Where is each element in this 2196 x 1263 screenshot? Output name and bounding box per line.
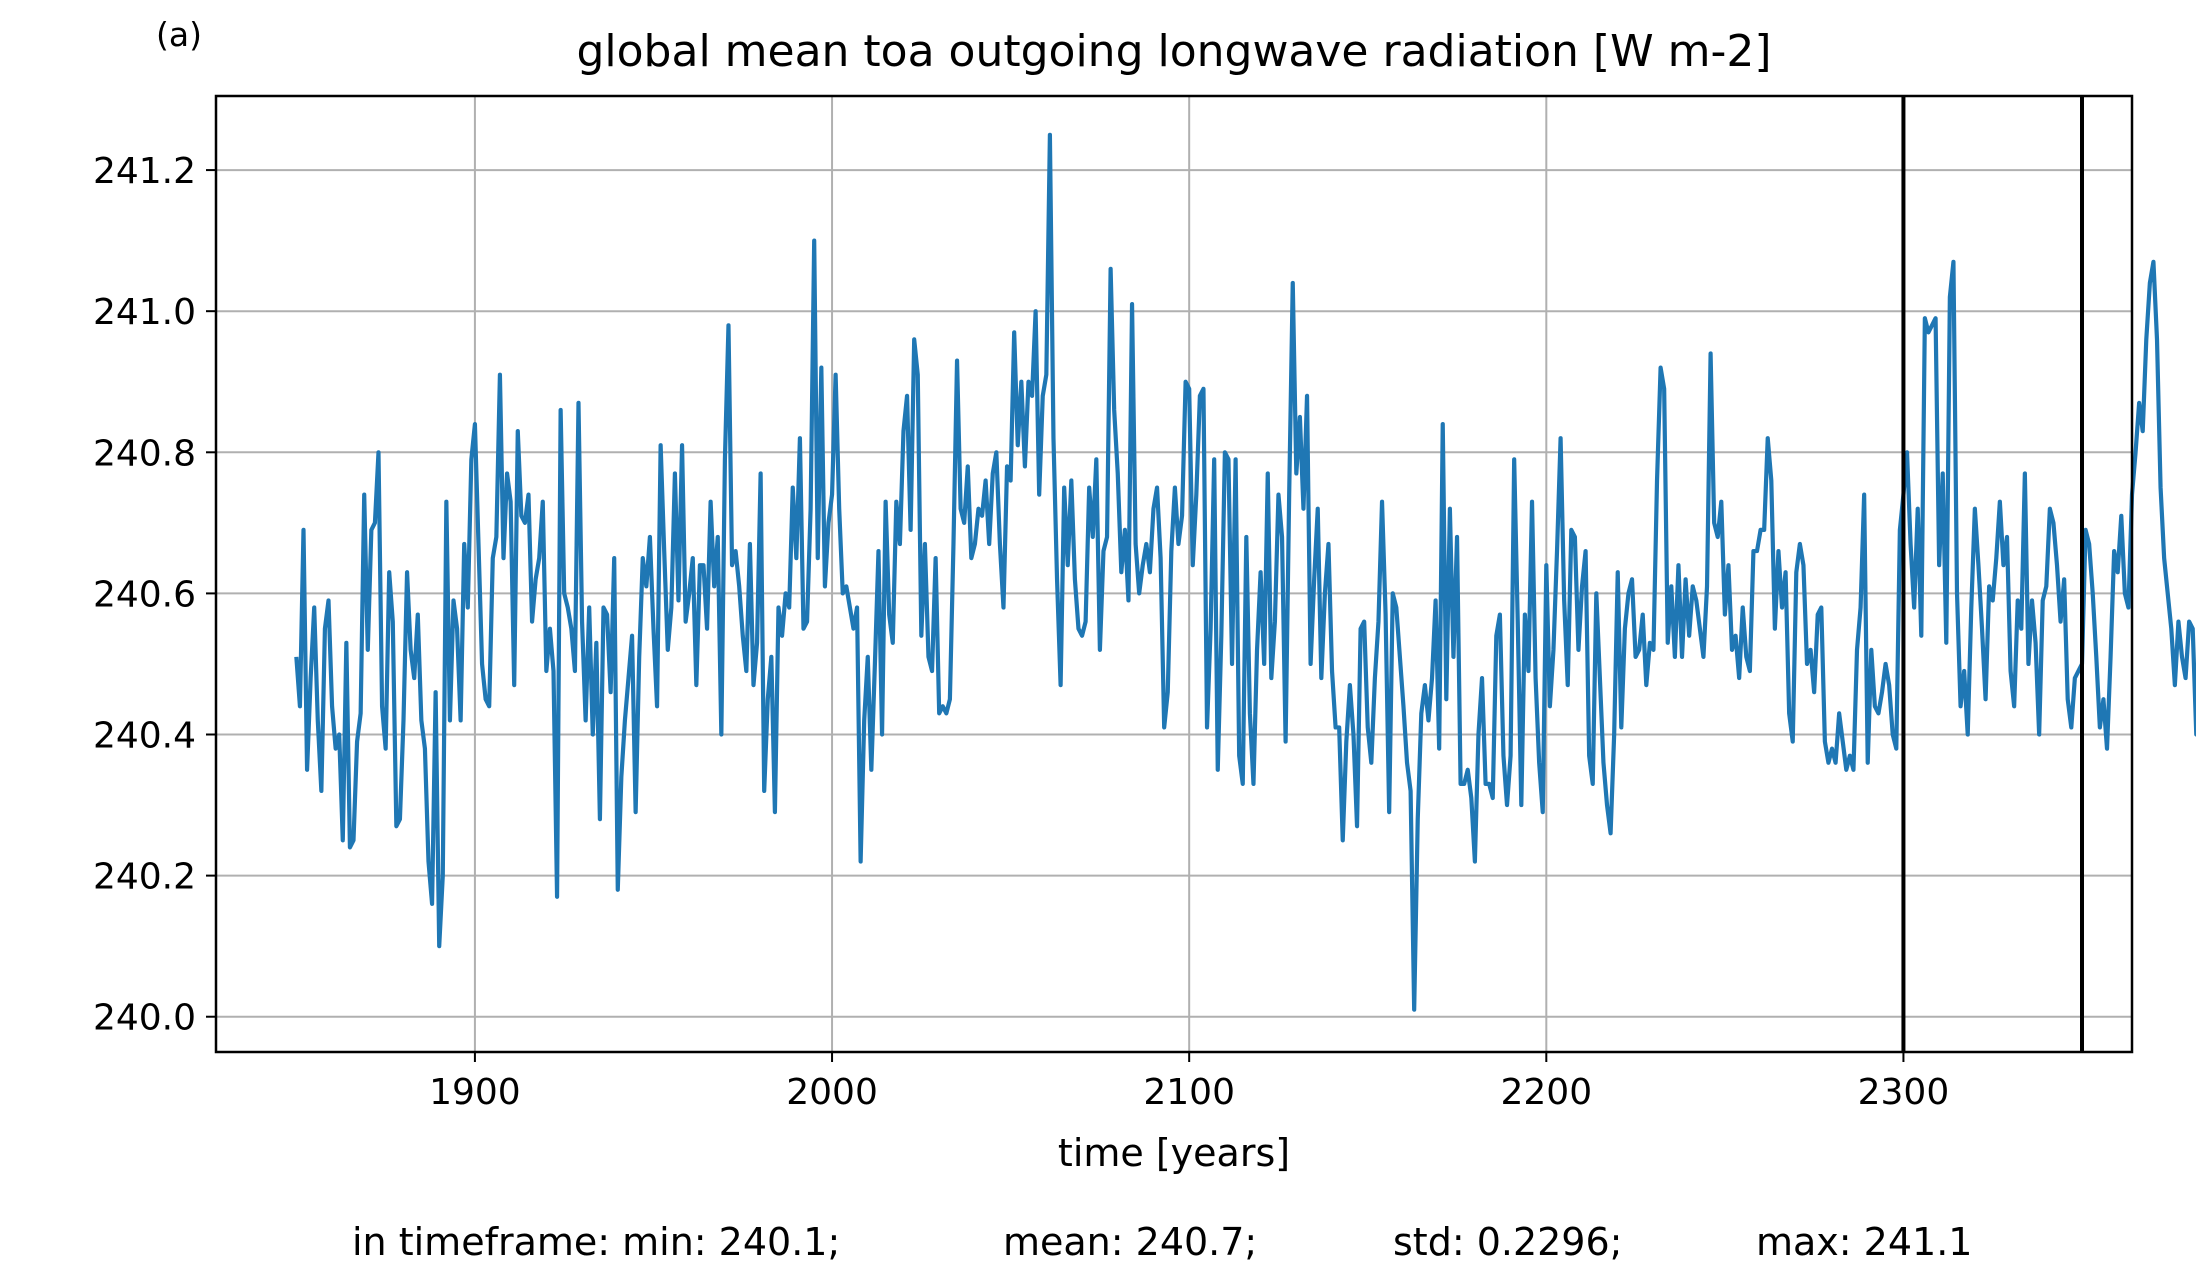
y-tick-label: 241.0 (93, 292, 196, 333)
stats-max: max: 241.1 (1756, 1220, 1972, 1263)
x-axis-label: time [years] (1058, 1131, 1290, 1175)
plot-series (294, 132, 2196, 1012)
x-tick-label: 2100 (1143, 1072, 1235, 1113)
stats-min: in timeframe: min: 240.1; (352, 1220, 840, 1263)
x-tick-label: 1900 (429, 1072, 521, 1113)
x-axis-ticks: 1900 2000 2100 2200 2300 (429, 1052, 1949, 1113)
y-tick-label: 241.2 (93, 151, 196, 192)
x-tick-label: 2200 (1500, 1072, 1592, 1113)
y-tick-label: 240.2 (93, 857, 196, 898)
plot-frame (214, 94, 2134, 1054)
y-tick-label: 240.6 (93, 574, 196, 615)
x-tick-label: 2300 (1858, 1072, 1950, 1113)
series-line (294, 132, 2196, 1012)
grid-lines (216, 96, 2132, 1052)
chart-title: global mean toa outgoing longwave radiat… (576, 26, 1771, 77)
y-tick-label: 240.0 (93, 998, 196, 1039)
x-tick-label: 2000 (786, 1072, 878, 1113)
vertical-markers (1901, 96, 2085, 1052)
y-tick-label: 240.4 (93, 716, 196, 757)
panel-label: (a) (156, 15, 202, 54)
y-axis-ticks: 240.0 240.2 240.4 240.6 240.8 241.0 241.2 (93, 151, 216, 1039)
stats-mean: mean: 240.7; (1003, 1220, 1257, 1263)
stats-std: std: 0.2296; (1393, 1220, 1622, 1263)
y-tick-label: 240.8 (93, 433, 196, 474)
